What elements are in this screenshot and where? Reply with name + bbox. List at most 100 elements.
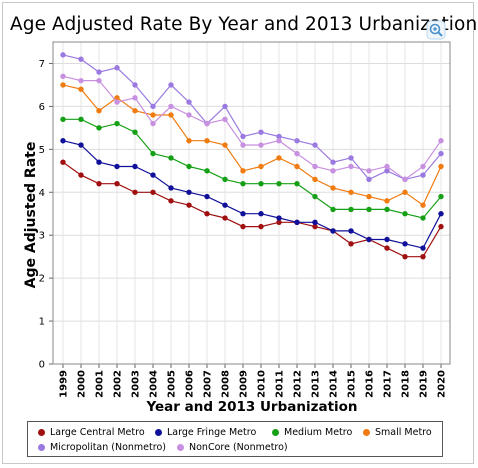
- data-point[interactable]: [204, 138, 210, 144]
- data-point[interactable]: [438, 193, 444, 200]
- data-point[interactable]: [240, 133, 246, 140]
- data-point[interactable]: [348, 189, 354, 195]
- data-point[interactable]: [258, 163, 264, 170]
- data-point[interactable]: [60, 159, 66, 165]
- data-point[interactable]: [78, 142, 84, 148]
- data-point[interactable]: [114, 95, 120, 101]
- data-point[interactable]: [420, 253, 426, 260]
- data-point[interactable]: [150, 172, 156, 178]
- data-point[interactable]: [366, 236, 372, 243]
- data-point[interactable]: [240, 168, 246, 174]
- data-point[interactable]: [330, 228, 336, 234]
- data-point[interactable]: [132, 95, 138, 101]
- data-point[interactable]: [114, 65, 120, 71]
- data-point[interactable]: [168, 103, 174, 110]
- data-point[interactable]: [294, 150, 300, 157]
- data-point[interactable]: [294, 138, 300, 144]
- data-point[interactable]: [402, 253, 408, 260]
- data-point[interactable]: [438, 163, 444, 170]
- data-point[interactable]: [222, 103, 228, 110]
- data-point[interactable]: [60, 138, 66, 144]
- data-point[interactable]: [384, 236, 390, 243]
- data-point[interactable]: [204, 193, 210, 200]
- data-point[interactable]: [258, 129, 264, 135]
- data-point[interactable]: [384, 198, 390, 204]
- data-point[interactable]: [294, 219, 300, 226]
- data-point[interactable]: [114, 180, 120, 187]
- data-point[interactable]: [132, 129, 138, 135]
- data-point[interactable]: [240, 223, 246, 230]
- data-point[interactable]: [78, 77, 84, 84]
- data-point[interactable]: [330, 206, 336, 213]
- data-point[interactable]: [402, 211, 408, 217]
- data-point[interactable]: [312, 193, 318, 200]
- data-point[interactable]: [258, 142, 264, 148]
- data-point[interactable]: [114, 120, 120, 127]
- data-point[interactable]: [132, 82, 138, 88]
- data-point[interactable]: [402, 241, 408, 247]
- data-point[interactable]: [96, 77, 102, 84]
- data-point[interactable]: [402, 176, 408, 183]
- data-point[interactable]: [186, 112, 192, 118]
- legend-item[interactable]: Large Central Metro: [38, 427, 145, 438]
- data-point[interactable]: [348, 163, 354, 170]
- data-point[interactable]: [312, 176, 318, 183]
- data-point[interactable]: [330, 185, 336, 191]
- data-point[interactable]: [438, 223, 444, 230]
- data-point[interactable]: [96, 159, 102, 165]
- data-point[interactable]: [96, 125, 102, 131]
- data-point[interactable]: [384, 163, 390, 170]
- data-point[interactable]: [420, 245, 426, 251]
- data-point[interactable]: [78, 86, 84, 92]
- data-point[interactable]: [258, 180, 264, 187]
- data-point[interactable]: [420, 215, 426, 221]
- data-point[interactable]: [222, 215, 228, 221]
- data-point[interactable]: [438, 211, 444, 217]
- data-point[interactable]: [78, 172, 84, 178]
- legend-item[interactable]: Large Fringe Metro: [155, 427, 256, 438]
- data-point[interactable]: [222, 176, 228, 183]
- data-point[interactable]: [186, 163, 192, 170]
- legend-item[interactable]: Micropolitan (Nonmetro): [38, 442, 166, 453]
- data-point[interactable]: [150, 112, 156, 118]
- data-point[interactable]: [312, 223, 318, 230]
- data-point[interactable]: [384, 206, 390, 213]
- data-point[interactable]: [276, 138, 282, 144]
- data-point[interactable]: [60, 52, 66, 58]
- data-point[interactable]: [366, 176, 372, 183]
- data-point[interactable]: [420, 163, 426, 170]
- data-point[interactable]: [132, 107, 138, 114]
- data-point[interactable]: [132, 163, 138, 170]
- data-point[interactable]: [186, 202, 192, 208]
- data-point[interactable]: [240, 142, 246, 148]
- data-point[interactable]: [222, 116, 228, 122]
- data-point[interactable]: [438, 138, 444, 144]
- data-point[interactable]: [366, 193, 372, 200]
- data-point[interactable]: [312, 142, 318, 148]
- data-point[interactable]: [150, 150, 156, 157]
- data-point[interactable]: [114, 163, 120, 170]
- data-point[interactable]: [60, 82, 66, 88]
- data-point[interactable]: [276, 133, 282, 140]
- data-point[interactable]: [168, 155, 174, 161]
- data-point[interactable]: [168, 112, 174, 118]
- data-point[interactable]: [114, 99, 120, 105]
- data-point[interactable]: [186, 99, 192, 105]
- data-point[interactable]: [366, 206, 372, 213]
- data-point[interactable]: [384, 168, 390, 174]
- data-point[interactable]: [384, 245, 390, 251]
- data-point[interactable]: [222, 142, 228, 148]
- data-point[interactable]: [60, 116, 66, 122]
- data-point[interactable]: [258, 223, 264, 230]
- data-point[interactable]: [348, 155, 354, 161]
- data-point[interactable]: [438, 150, 444, 157]
- data-point[interactable]: [294, 163, 300, 170]
- data-point[interactable]: [294, 180, 300, 187]
- data-point[interactable]: [276, 219, 282, 226]
- data-point[interactable]: [276, 180, 282, 187]
- data-point[interactable]: [186, 138, 192, 144]
- data-point[interactable]: [150, 120, 156, 127]
- data-point[interactable]: [348, 228, 354, 234]
- data-point[interactable]: [276, 215, 282, 221]
- data-point[interactable]: [402, 189, 408, 195]
